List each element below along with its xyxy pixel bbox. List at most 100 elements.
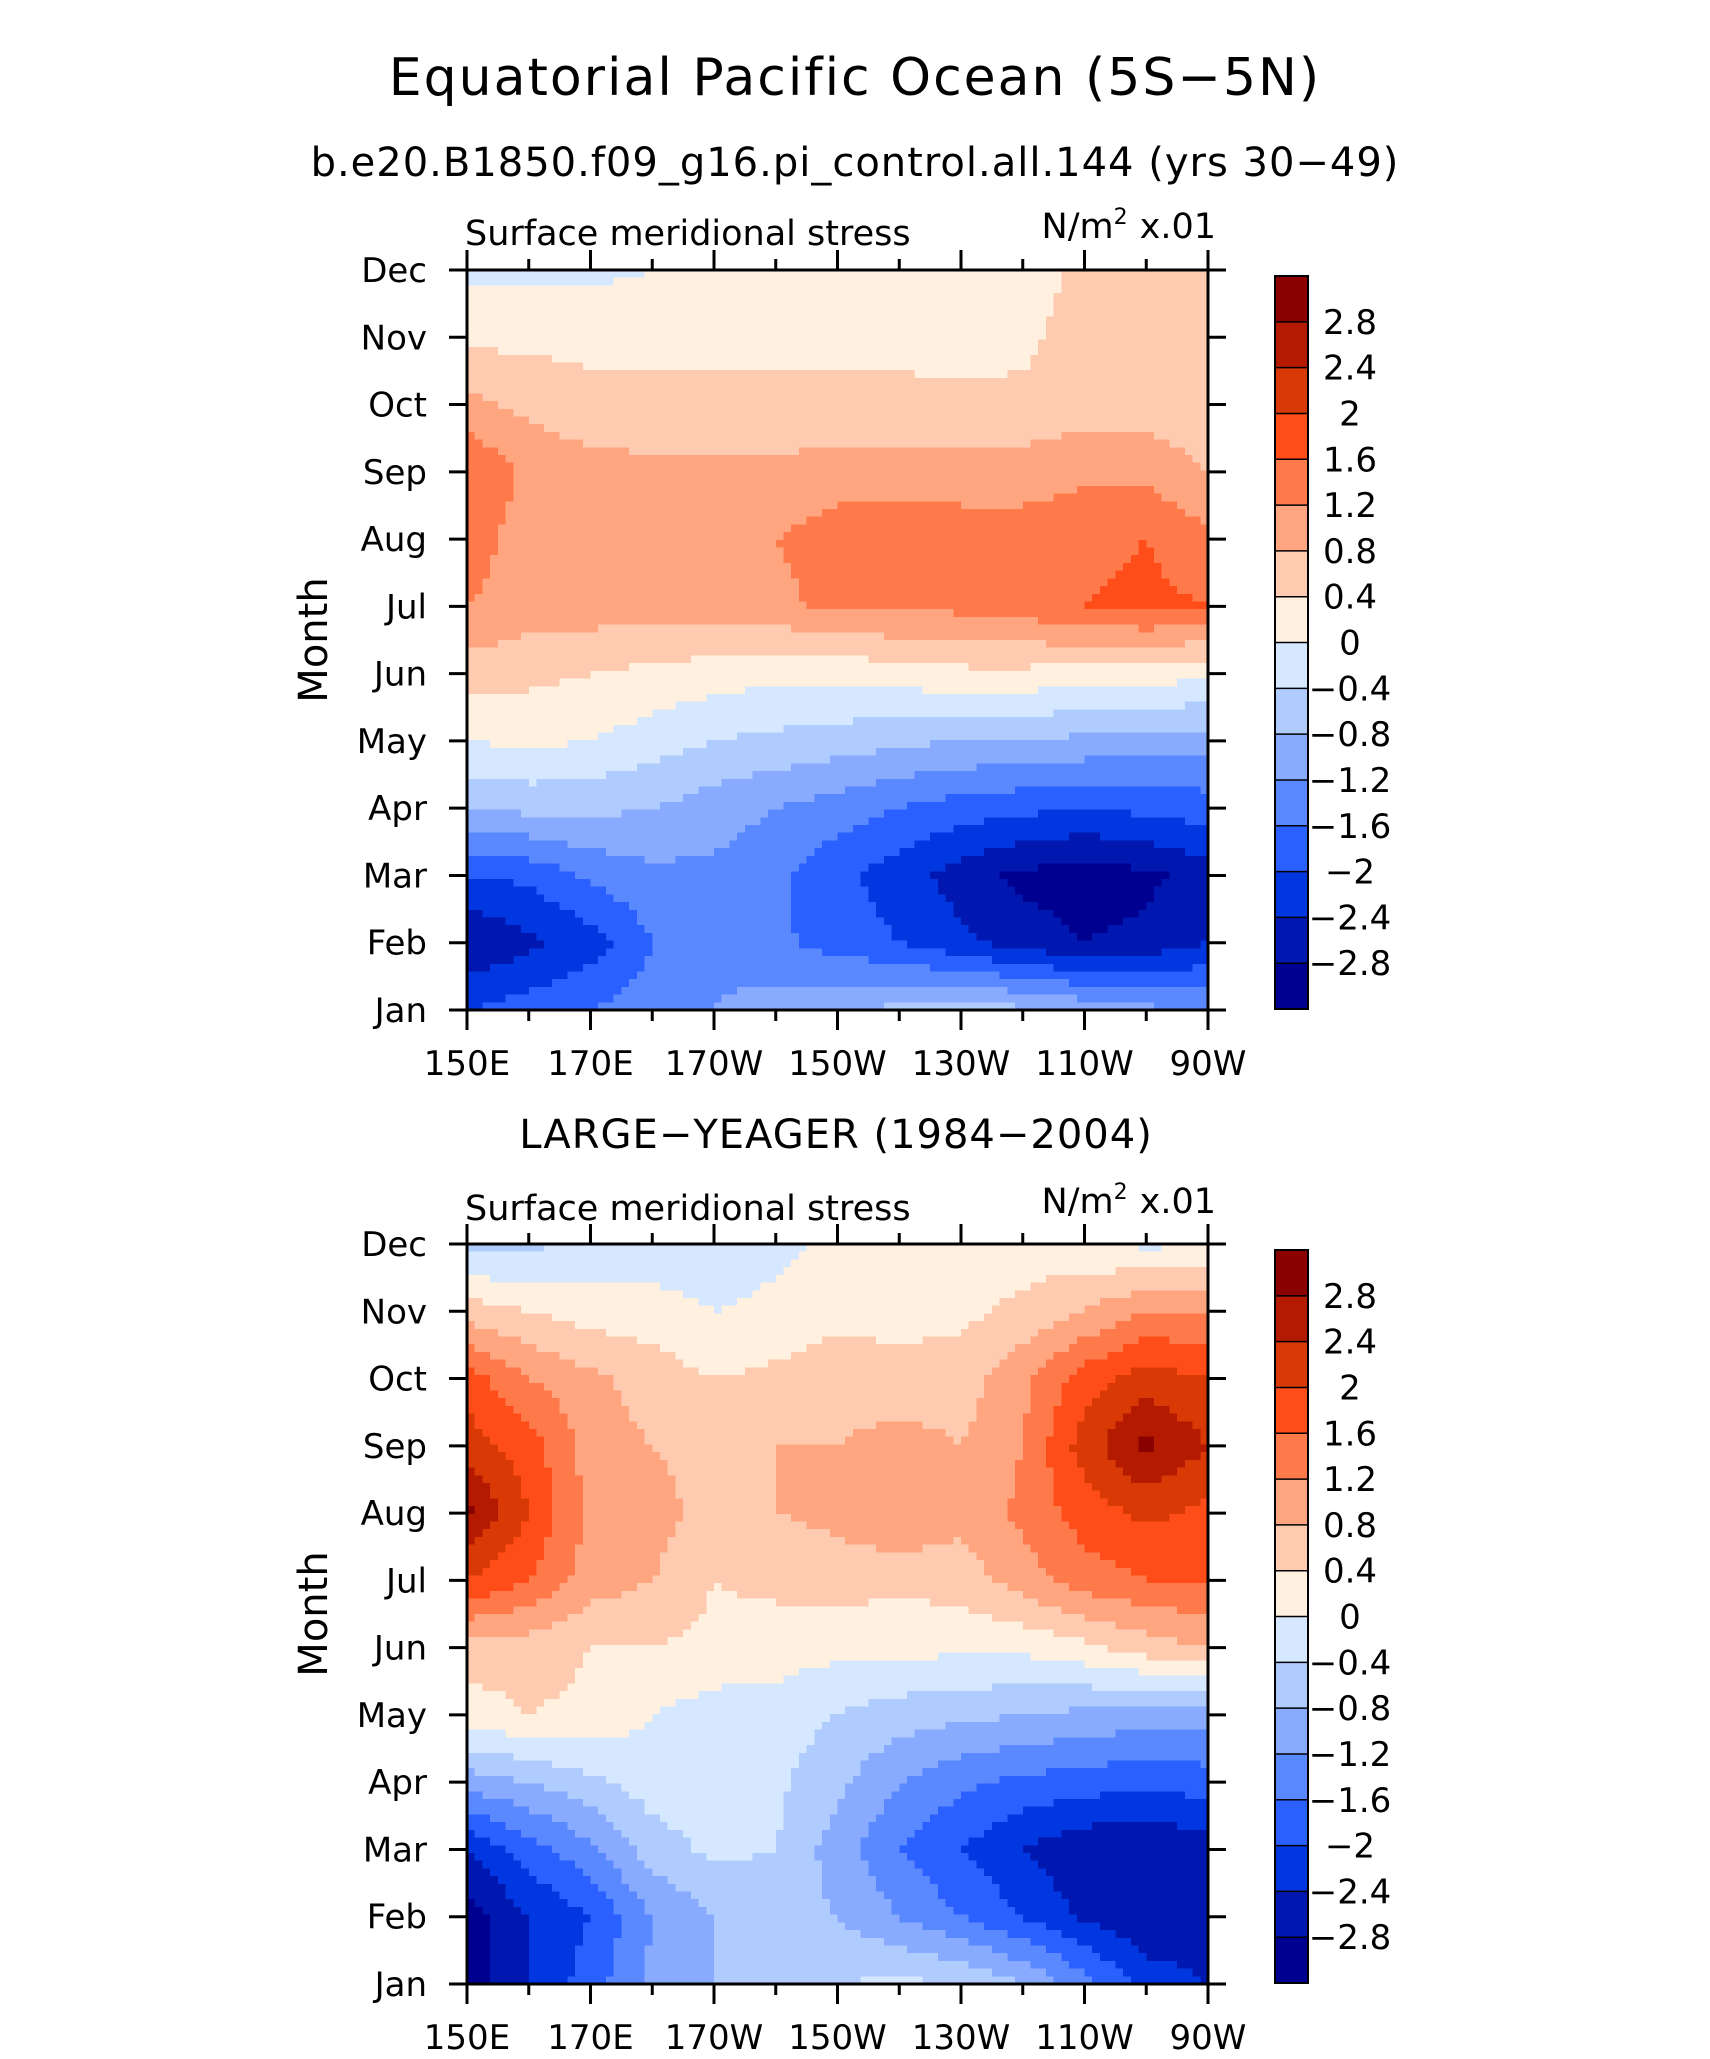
contour-cell [1069,386,1077,394]
contour-cell [791,355,799,363]
contour-cell [552,339,560,347]
contour-cell [1092,316,1100,324]
contour-cell [475,285,483,293]
contour-cell [899,339,907,347]
contour-cell [861,285,869,293]
contour-cell [822,339,830,347]
contour-cell [1123,285,1131,293]
contour-cell [907,378,915,386]
contour-cell [482,386,490,394]
contour-cell [1046,386,1054,394]
contour-cell [922,339,930,347]
contour-cell [691,339,699,347]
contour-cell [614,301,622,309]
contour-cell [699,393,707,401]
contour-cell [1061,324,1069,332]
contour-cell [737,355,745,363]
contour-cell [899,393,907,401]
contour-cell [807,301,815,309]
contour-cell [1054,378,1062,386]
contour-cell [861,293,869,301]
contour-cell [776,316,784,324]
contour-cell [552,378,560,386]
contour-cell [552,293,560,301]
contour-cell [930,393,938,401]
contour-cell [799,332,807,340]
contour-cell [884,301,892,309]
contour-cell [822,378,830,386]
contour-cell [1038,409,1046,417]
contour-cell [498,355,506,363]
contour-cell [637,316,645,324]
contour-cell [683,332,691,340]
contour-cell [560,301,568,309]
contour-cell [992,316,1000,324]
contour-cell [807,347,815,355]
contour-cell [490,386,498,394]
contour-cell [621,316,629,324]
contour-cell [984,278,992,286]
contour-cell [729,386,737,394]
contour-cell [876,293,884,301]
contour-cell [1007,309,1015,317]
contour-cell [1046,301,1054,309]
contour-cell [652,293,660,301]
contour-cell [930,278,938,286]
contour-cell [1046,309,1054,317]
contour-cell [1185,316,1193,324]
contour-cell [807,393,815,401]
contour-cell [513,285,521,293]
contour-cell [1177,278,1185,286]
contour-cell [915,370,923,378]
contour-cell [475,409,483,417]
contour-cell [976,278,984,286]
contour-cell [915,324,923,332]
contour-cell [621,355,629,363]
contour-cell [1015,363,1023,371]
contour-cell [1162,339,1170,347]
contour-cell [536,355,544,363]
contour-cell [930,301,938,309]
contour-cell [868,301,876,309]
contour-cell [583,393,591,401]
contour-cell [536,386,544,394]
contour-cell [529,355,537,363]
contour-cell [714,386,722,394]
contour-cell [969,301,977,309]
contour-cell [1046,339,1054,347]
contour-cell [845,301,853,309]
contour-cell [853,339,861,347]
contour-cell [992,355,1000,363]
contour-cell [876,316,884,324]
contour-cell [768,363,776,371]
contour-cell [976,386,984,394]
contour-cell [1139,393,1147,401]
contour-cell [938,324,946,332]
contour-cell [583,401,591,409]
contour-cell [938,401,946,409]
contour-cell [984,370,992,378]
contour-cell [961,324,969,332]
contour-cell [783,347,791,355]
contour-cell [783,401,791,409]
contour-cell [899,332,907,340]
contour-cell [1077,347,1085,355]
contour-cell [922,278,930,286]
contour-cell [984,393,992,401]
contour-cell [1023,355,1031,363]
contour-cell [1169,316,1177,324]
contour-cell [768,355,776,363]
contour-cell [1069,378,1077,386]
contour-cell [652,339,660,347]
contour-cell [475,347,483,355]
contour-cell [490,278,498,286]
contour-cell [583,316,591,324]
contour-cell [567,285,575,293]
contour-cell [637,309,645,317]
contour-cell [938,409,946,417]
contour-cell [961,301,969,309]
contour-cell [1038,370,1046,378]
contour-cell [1139,301,1147,309]
contour-cell [861,370,869,378]
contour-cell [884,401,892,409]
